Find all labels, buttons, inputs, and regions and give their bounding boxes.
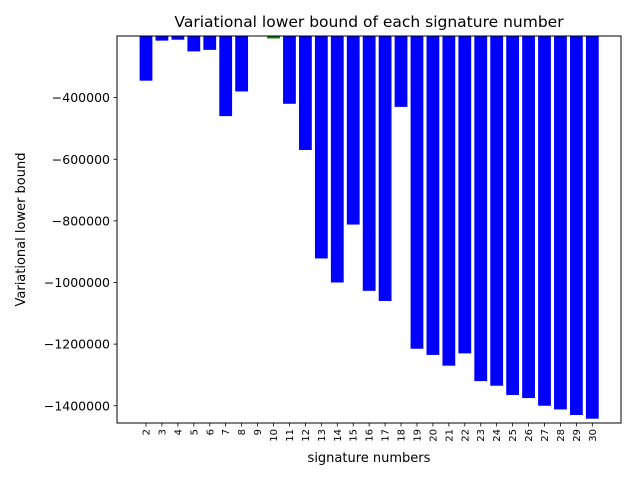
x-tick-label: 17 [381,429,392,442]
bar-5 [187,36,201,52]
y-tick-label: −1400000 [44,398,110,413]
x-tick-label: 16 [365,429,376,442]
x-tick-label: 19 [412,429,423,442]
x-tick-label: 15 [349,429,360,442]
x-tick-label: 3 [157,429,168,435]
y-tick-label: −1000000 [44,275,110,290]
x-axis-label: signature numbers [308,451,431,466]
bar-16 [362,36,376,291]
x-tick-label: 23 [476,429,487,442]
plot-frame [116,35,622,424]
bar-13 [314,36,328,259]
x-tick-label: 9 [253,429,264,435]
x-axis: 2 3 4 5 6 7 8 9 10 11 12 13 14 15 16 17 18 19 20 21 22 23 24 25… [142,423,599,442]
bar-22 [458,36,472,354]
bar-24 [490,36,504,386]
x-tick-label: 24 [492,429,503,442]
bar-17 [378,36,392,301]
bar-3 [155,36,169,41]
bar-19 [410,36,424,349]
x-tick-label: 25 [508,429,519,442]
x-tick-label: 27 [540,429,551,442]
bar-20 [426,36,440,355]
x-tick-label: 8 [237,429,248,435]
bar-12 [299,36,312,150]
y-tick-label: −800000 [52,213,110,228]
y-tick-label: −600000 [52,152,110,167]
x-tick-label: 20 [428,429,439,442]
x-tick-label: 26 [524,429,535,442]
bar-23 [474,36,488,382]
x-tick-label: 29 [572,429,583,442]
bar-27 [538,36,551,406]
y-tick-label: −1200000 [44,337,110,352]
x-tick-label: 18 [397,429,408,442]
x-tick-label: 30 [588,429,599,442]
x-tick-label: 22 [460,429,471,442]
bar-11 [283,36,296,104]
x-tick-label: 21 [444,429,455,442]
bar-10 [267,36,280,39]
bar-4 [171,36,185,40]
bar-21 [442,36,456,366]
x-tick-label: 5 [189,429,200,435]
x-tick-label: 11 [285,429,296,442]
x-tick-label: 2 [142,429,153,435]
bar-28 [554,36,567,410]
x-tick-label: 6 [205,429,216,435]
x-tick-label: 7 [221,429,232,435]
x-tick-label: 4 [173,429,184,435]
y-axis-label: Variational lower bound [14,153,29,307]
chart-title: Variational lower bound of each signatur… [174,13,564,31]
bar-26 [522,36,535,399]
y-tick-label: −400000 [52,90,110,105]
y-axis: −400000 −600000 −800000 −1000000 −1200000 −14… [44,90,117,413]
bar-29 [569,36,583,415]
bar-14 [330,36,344,283]
bar-6 [203,36,217,50]
plot-area [139,36,599,419]
x-tick-label: 12 [301,429,312,442]
x-tick-label: 28 [556,429,567,442]
x-tick-label: 13 [317,429,328,442]
bar-18 [394,36,408,107]
x-tick-label: 10 [269,429,280,442]
bar-2 [139,36,153,81]
bar-15 [346,36,360,225]
x-tick-label: 14 [333,429,344,442]
bar-8 [235,36,249,92]
bar-25 [506,36,520,395]
bar-7 [219,36,233,117]
bar-30 [585,36,599,419]
